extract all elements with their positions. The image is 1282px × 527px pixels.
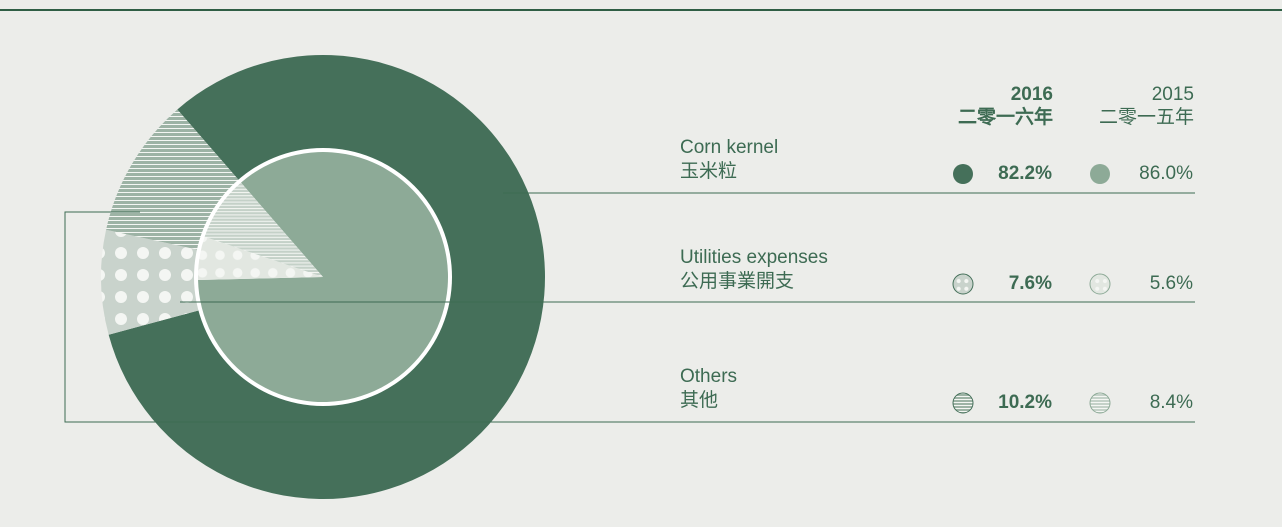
value-label: 5.6% [1150, 273, 1193, 294]
category-label: Others [680, 366, 737, 387]
pie-slice [198, 152, 448, 402]
category-label-zh: 公用事業開支 [680, 270, 794, 292]
pie-slice [108, 54, 546, 499]
pie-slice [100, 229, 200, 335]
category-label-zh: 其他 [680, 389, 718, 411]
value-label: 82.2% [998, 163, 1052, 184]
legend-icon [1090, 164, 1110, 184]
value-label: 7.6% [1009, 273, 1052, 294]
pie-slice [198, 236, 323, 281]
legend-icon [953, 164, 973, 184]
category-label: Utilities expenses [680, 247, 828, 268]
pie-slice [204, 182, 323, 277]
category-label: Corn kernel [680, 137, 778, 158]
series-name-zh: 二零一六年 [958, 105, 1053, 128]
legend-icon [952, 392, 974, 414]
category-label-zh: 玉米粒 [680, 160, 737, 182]
legend-icon [952, 273, 974, 295]
value-label: 86.0% [1139, 163, 1193, 184]
value-label: 8.4% [1150, 392, 1193, 413]
legend-icon [1089, 273, 1111, 295]
pie-slice [106, 109, 240, 250]
series-name: 2016 [1011, 84, 1053, 105]
series-name-zh: 二零一五年 [1099, 106, 1194, 128]
value-label: 10.2% [998, 392, 1052, 413]
leader-lines [64, 192, 1195, 423]
series-name: 2015 [1152, 84, 1194, 105]
top-rule [0, 9, 1282, 11]
legend-icon [1089, 392, 1111, 414]
